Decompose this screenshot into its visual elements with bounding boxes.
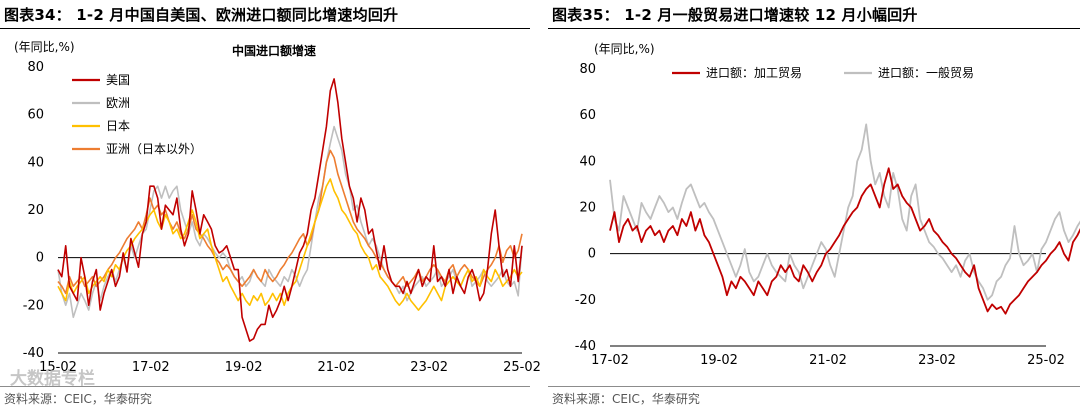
figure-35: 图表35： 1-2 月一般贸易进口增速较 12 月小幅回升 (年同比,%) 80… xyxy=(548,0,1080,406)
title-rule xyxy=(0,28,530,29)
series-line-1 xyxy=(57,78,523,342)
title-rule xyxy=(548,28,1080,29)
watermark: 大数据专栏 xyxy=(10,369,95,389)
x-tick-label: 25-02 xyxy=(1027,353,1065,368)
x-tick-label: 17-02 xyxy=(132,360,170,375)
y-tick-label: 0 xyxy=(36,251,44,266)
source-note: 资料来源：CEIC，华泰研究 xyxy=(552,392,700,406)
y-tick-label: -20 xyxy=(575,293,596,308)
x-tick-label: 21-02 xyxy=(318,360,356,375)
x-tick-label: 19-02 xyxy=(700,353,738,368)
legend-label: 美国 xyxy=(106,73,130,87)
series-line-2 xyxy=(609,123,1080,301)
series-line-4 xyxy=(57,149,523,295)
chart-title: 中国进口额增速 xyxy=(232,44,317,58)
x-tick-label: 23-02 xyxy=(918,353,956,368)
y-tick-label: 40 xyxy=(579,154,596,169)
series-line-1 xyxy=(609,167,1080,315)
y-tick-label: -40 xyxy=(575,339,596,354)
figure-title: 图表35： 1-2 月一般贸易进口增速较 12 月小幅回升 xyxy=(552,6,918,24)
x-tick-label: 17-02 xyxy=(591,353,629,368)
y-axis-unit: (年同比,%) xyxy=(14,40,75,54)
y-tick-label: -40 xyxy=(23,346,44,361)
y-tick-label: 40 xyxy=(27,155,44,170)
source-note: 资料来源：CEIC，华泰研究 xyxy=(4,392,152,406)
legend-label: 进口额：加工贸易 xyxy=(706,66,802,80)
legend-label: 日本 xyxy=(106,119,130,133)
source-rule xyxy=(0,386,530,387)
y-tick-label: 60 xyxy=(579,108,596,123)
legend-label: 进口额：一般贸易 xyxy=(878,65,974,80)
y-tick-label: -20 xyxy=(23,298,44,313)
figure-title: 图表34： 1-2 月中国自美国、欧洲进口额同比增速均回升 xyxy=(4,6,399,24)
y-tick-label: 60 xyxy=(27,108,44,123)
y-tick-label: 20 xyxy=(579,201,596,216)
legend-label: 欧洲 xyxy=(106,96,130,110)
y-tick-label: 0 xyxy=(588,247,596,262)
y-tick-label: 80 xyxy=(27,60,44,75)
series-line-3 xyxy=(57,178,523,311)
x-tick-label: 15-02 xyxy=(39,360,77,375)
x-tick-label: 25-02 xyxy=(503,360,541,375)
x-tick-label: 19-02 xyxy=(225,360,263,375)
x-tick-label: 23-02 xyxy=(410,360,448,375)
x-tick-label: 21-02 xyxy=(809,353,847,368)
y-tick-label: 20 xyxy=(27,203,44,218)
y-tick-label: 80 xyxy=(579,62,596,77)
legend-label: 亚洲（日本以外） xyxy=(106,142,202,156)
y-axis-unit: (年同比,%) xyxy=(594,42,655,56)
figure-34: 图表34： 1-2 月中国自美国、欧洲进口额同比增速均回升 (年同比,%) 中国… xyxy=(0,0,541,406)
source-rule xyxy=(548,386,1080,387)
